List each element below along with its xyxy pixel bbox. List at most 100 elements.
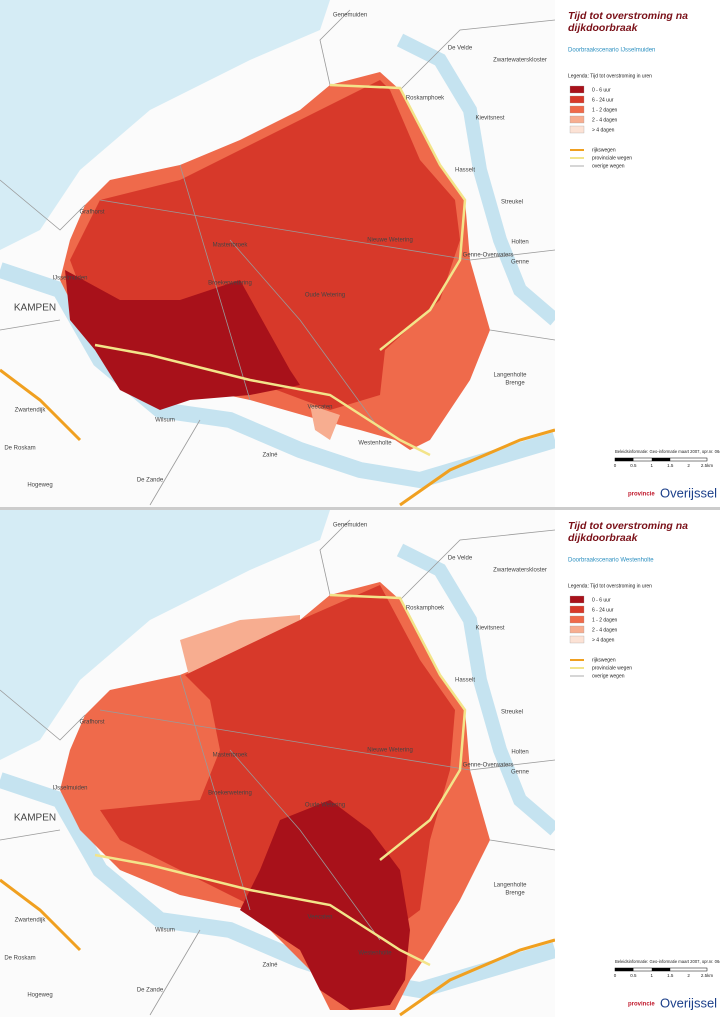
place-label: Oude Wetering — [305, 293, 345, 299]
road — [0, 878, 82, 952]
legend-label: overige wegen — [592, 163, 625, 169]
scale-label: 1 — [651, 973, 654, 978]
legend-label: overige wegen — [592, 673, 625, 679]
scale-label: 0.5 — [630, 973, 637, 978]
legend-label: rijkswegen — [592, 657, 616, 663]
logo-name: Overijssel — [660, 485, 717, 500]
logo-name: Overijssel — [660, 995, 717, 1010]
place-label: Roskamphoek — [406, 96, 445, 102]
road — [179, 674, 251, 911]
place-label: Streukel — [501, 200, 523, 206]
place-label: Brenge — [505, 381, 525, 387]
panel-title: Tijd tot overstroming na dijkdoorbraak — [568, 10, 688, 34]
place-label: Mastenbroek — [213, 753, 249, 759]
place-label: Hasselt — [455, 678, 475, 684]
scale-label: 1.5 — [667, 973, 674, 978]
logo-prefix: provincie — [628, 1002, 655, 1008]
place-label: Zwartendijk — [15, 918, 47, 924]
place-label: Kievitsnest — [475, 626, 504, 632]
place-label: Genemuiden — [333, 523, 367, 529]
river — [396, 33, 560, 326]
legend-label: 1 - 2 dagen — [592, 617, 618, 623]
scale-bar-segment — [615, 968, 634, 971]
road — [99, 709, 471, 771]
road — [399, 19, 556, 91]
legend-label: provinciale wegen — [592, 665, 632, 671]
place-label: Westenholte — [358, 951, 392, 957]
legend-swatch — [569, 115, 585, 124]
road — [94, 343, 431, 457]
place-label: Wilsum — [155, 928, 175, 934]
scenario: Doorbraakscenario Westenholte — [568, 558, 654, 564]
road — [94, 853, 431, 967]
legend-swatch — [569, 105, 585, 114]
legend-title: Legenda: Tijd tot overstroming in uren — [568, 73, 652, 79]
place-label: Genne-Overwaters — [463, 253, 514, 259]
legend-label: 1 - 2 dagen — [592, 107, 618, 113]
legend-label: provinciale wegen — [592, 155, 632, 161]
place-label: Nieuwe Wetering — [367, 748, 413, 754]
place-label: Langenholte — [493, 373, 527, 379]
place-label: Hasselt — [455, 168, 475, 174]
place-label: Kievitsnest — [475, 116, 504, 122]
legend-label: > 4 dagen — [592, 127, 615, 133]
place-label: Genne — [511, 770, 530, 776]
road — [319, 9, 351, 86]
place-label: Mastenbroek — [213, 243, 249, 249]
place-label: Holten — [511, 750, 528, 756]
place-label: Veecaten — [307, 915, 332, 921]
legend-label: 6 - 24 uur — [592, 97, 614, 103]
source-note: Beleidsinformatie: Geo-informatie maart … — [615, 449, 720, 454]
road — [329, 83, 467, 351]
road — [469, 759, 556, 771]
panel-title: Tijd tot overstroming na dijkdoorbraak — [568, 520, 688, 544]
place-label: Nieuwe Wetering — [367, 238, 413, 244]
place-label: Hogeweg — [27, 483, 52, 489]
legend-swatch — [569, 625, 585, 634]
legend-swatch — [569, 95, 585, 104]
road — [0, 319, 61, 331]
lake — [0, 0, 330, 250]
lake — [0, 510, 330, 760]
place-label: Zwartendijk — [15, 408, 47, 414]
legend-label: rijkswegen — [592, 147, 616, 153]
place-label: De Roskam — [4, 956, 35, 962]
place-label: KAMPEN — [14, 303, 56, 314]
legend-swatch — [569, 615, 585, 624]
legend-swatch — [569, 635, 585, 644]
legend-label: 0 - 6 uur — [592, 87, 611, 93]
road — [469, 249, 556, 261]
logo-prefix: provincie — [628, 492, 655, 498]
scale-label: 2.5km — [701, 973, 714, 978]
panel: Genemuiden De Velde Zwartewaterskloster Ros… — [0, 0, 720, 507]
place-label: Roskamphoek — [406, 606, 445, 612]
place-label: Brenge — [505, 891, 525, 897]
road — [399, 529, 556, 601]
place-label: KAMPEN — [14, 813, 56, 824]
scale-bar-segment — [615, 458, 634, 461]
road — [229, 239, 381, 431]
place-label: De Velde — [448, 46, 473, 52]
legend-swatch — [569, 85, 585, 94]
flood-zone — [310, 405, 340, 440]
sidebar — [555, 0, 720, 507]
place-label: Broekerwetering — [208, 791, 252, 797]
place-label: Wilsum — [155, 418, 175, 424]
road — [399, 428, 556, 507]
road — [179, 164, 251, 401]
road — [489, 329, 556, 341]
place-label: Grafhorst — [79, 720, 104, 726]
road — [229, 749, 381, 941]
place-label: Genne-Overwaters — [463, 763, 514, 769]
place-label: IJsselmuiden — [52, 786, 87, 792]
place-label: Hogeweg — [27, 993, 52, 999]
place-label: Holten — [511, 240, 528, 246]
scale-bar-segment — [651, 968, 671, 971]
place-label: Zalné — [262, 963, 278, 969]
place-label: Streukel — [501, 710, 523, 716]
source-note: Beleidsinformatie: Geo-informatie maart … — [615, 959, 720, 964]
road — [0, 179, 86, 231]
place-label: De Zande — [137, 988, 164, 994]
place-label: Broekerwetering — [208, 281, 252, 287]
